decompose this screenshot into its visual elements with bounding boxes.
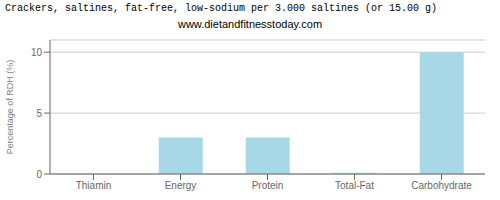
svg-text:Protein: Protein: [252, 180, 284, 191]
svg-text:0: 0: [36, 169, 42, 180]
svg-text:Energy: Energy: [165, 180, 197, 191]
svg-text:Thiamin: Thiamin: [76, 180, 112, 191]
svg-text:Percentage of RDH (%): Percentage of RDH (%): [8, 60, 15, 155]
svg-text:Total-Fat: Total-Fat: [335, 180, 374, 191]
html-text:Crackers, saltines, fat-free,: Crackers, saltines, fat-free, low-sodium…: [5, 3, 438, 14]
svg-text:5: 5: [36, 108, 42, 119]
svg-text:10: 10: [31, 47, 43, 58]
html-text:www.dietandfitnesstoday.com: www.dietandfitnesstoday.com: [178, 18, 322, 30]
svg-text:Carbohydrate: Carbohydrate: [411, 180, 472, 191]
